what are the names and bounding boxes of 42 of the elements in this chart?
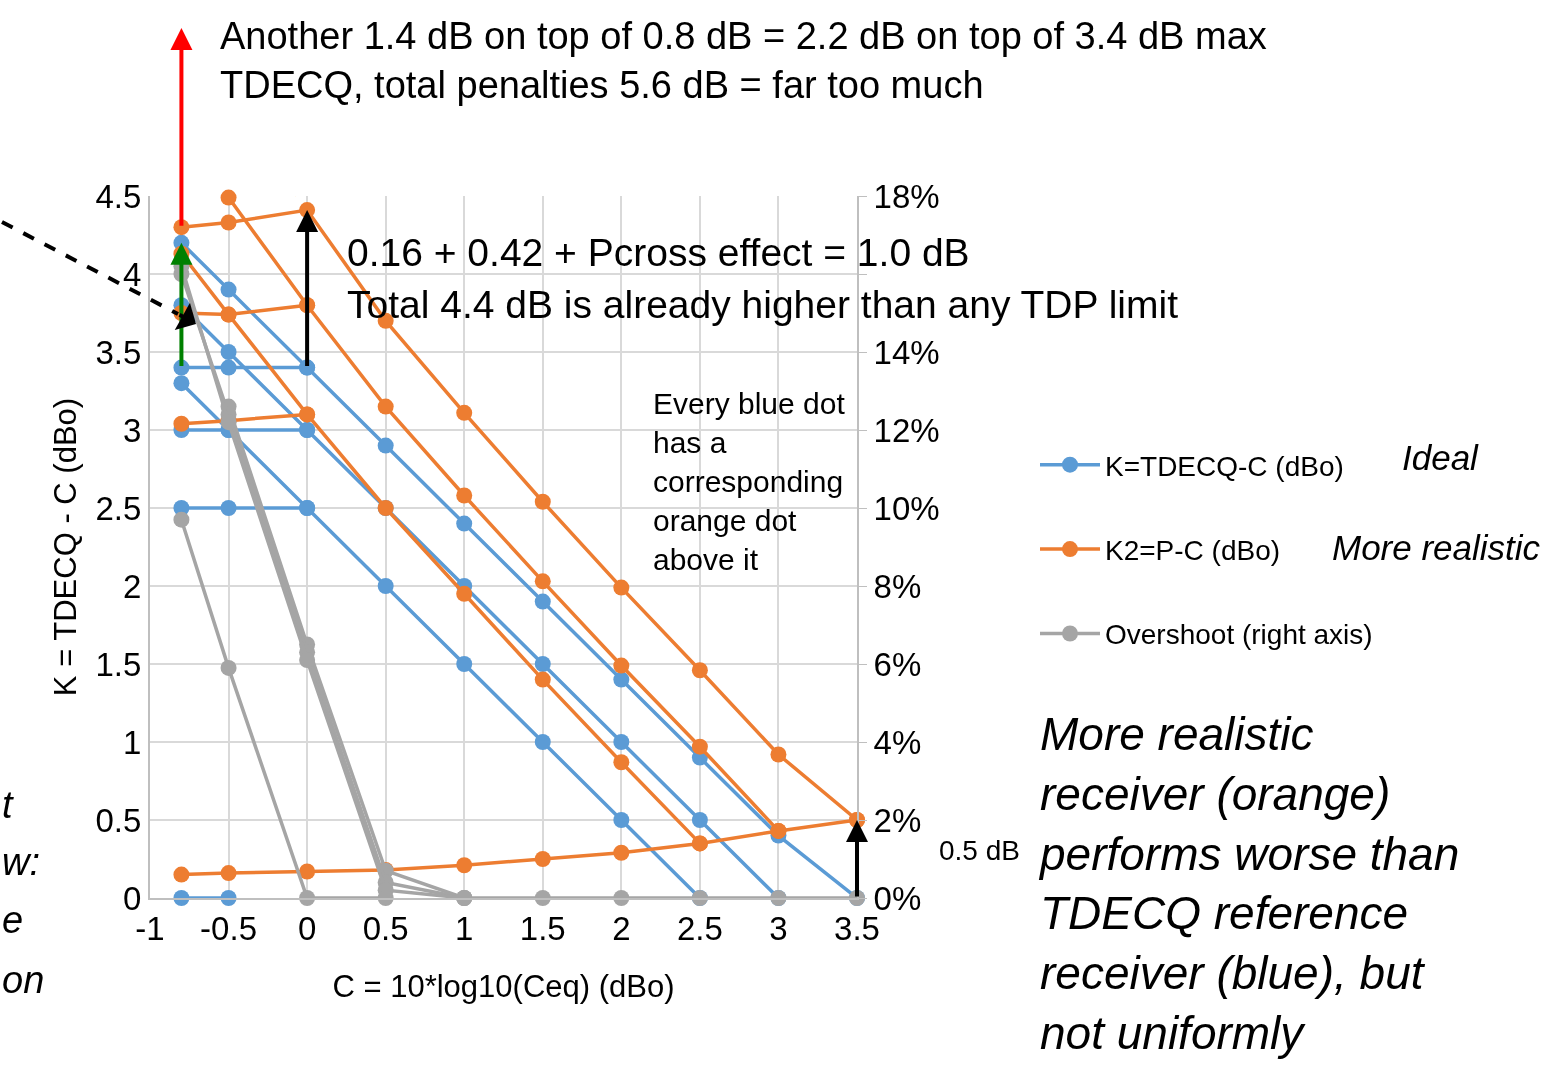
text: More realistic xyxy=(1040,708,1314,760)
y2-tick-label: 2% xyxy=(873,801,922,839)
x-tick-label: 0 xyxy=(297,909,317,947)
annotation: 0.5 dB xyxy=(939,835,1020,866)
x-tick-label: -0.5 xyxy=(200,909,257,947)
annotation: 0.16 + 0.42 + Pcross effect = 1.0 dB xyxy=(347,231,970,274)
y-tick-label: 2.5 xyxy=(95,489,142,527)
text: e xyxy=(2,899,24,941)
text: receiver (orange) performs worse than TDECQ reference receiver (blue), but not uniformly xyxy=(1040,767,1460,1059)
y-tick-label: 1 xyxy=(123,723,142,761)
text: w: xyxy=(2,841,40,883)
y2-tick-label: 6% xyxy=(873,645,922,683)
legend-label: K2=P-C (dBo) xyxy=(1105,535,1281,567)
y2-tick-label: 18% xyxy=(873,177,940,215)
x-axis-title: C = 10*log10(Ceq) (dBo) xyxy=(332,969,675,1005)
y-tick-label: 2 xyxy=(123,567,142,605)
text: Ideal xyxy=(1402,438,1480,477)
y2-tick-label: 12% xyxy=(873,411,940,449)
y-tick-label: 4 xyxy=(123,255,142,293)
y2-tick-label: 10% xyxy=(873,489,940,527)
chart-title: Another 1.4 dB on top of 0.8 dB = 2.2 dB on top of 3.4 dB max TDECQ, total penalties 5.6 dB = far too much xyxy=(220,14,1267,107)
y-tick-label: 4.5 xyxy=(95,177,142,215)
text: More realistic xyxy=(1332,528,1541,567)
x-tick-label: 3 xyxy=(769,909,788,947)
x-tick-label: 0.5 xyxy=(362,909,409,947)
legend-label: K=TDECQ-C (dBo) xyxy=(1105,450,1344,482)
y-tick-label: 3.5 xyxy=(95,333,142,371)
annotation: Every blue dot has a corresponding orange dot above it xyxy=(653,387,846,576)
y2-tick-label: 8% xyxy=(873,567,922,605)
y-tick-label: 0.5 xyxy=(95,801,142,839)
y-axis-title: K = TDECQ - C (dBo) xyxy=(47,397,83,697)
text: on xyxy=(2,959,45,1001)
y2-tick-label: 4% xyxy=(873,723,922,761)
text: t xyxy=(2,784,14,826)
x-tick-label: 1.5 xyxy=(519,909,566,947)
x-tick-label: 2.5 xyxy=(676,909,723,947)
x-tick-label: 1 xyxy=(455,909,474,947)
legend-label: Overshoot (right axis) xyxy=(1105,619,1373,651)
y2-tick-label: 14% xyxy=(873,333,940,371)
x-tick-label: 2 xyxy=(612,909,631,947)
y-tick-label: 1.5 xyxy=(95,645,142,683)
y-tick-label: 3 xyxy=(123,411,142,449)
